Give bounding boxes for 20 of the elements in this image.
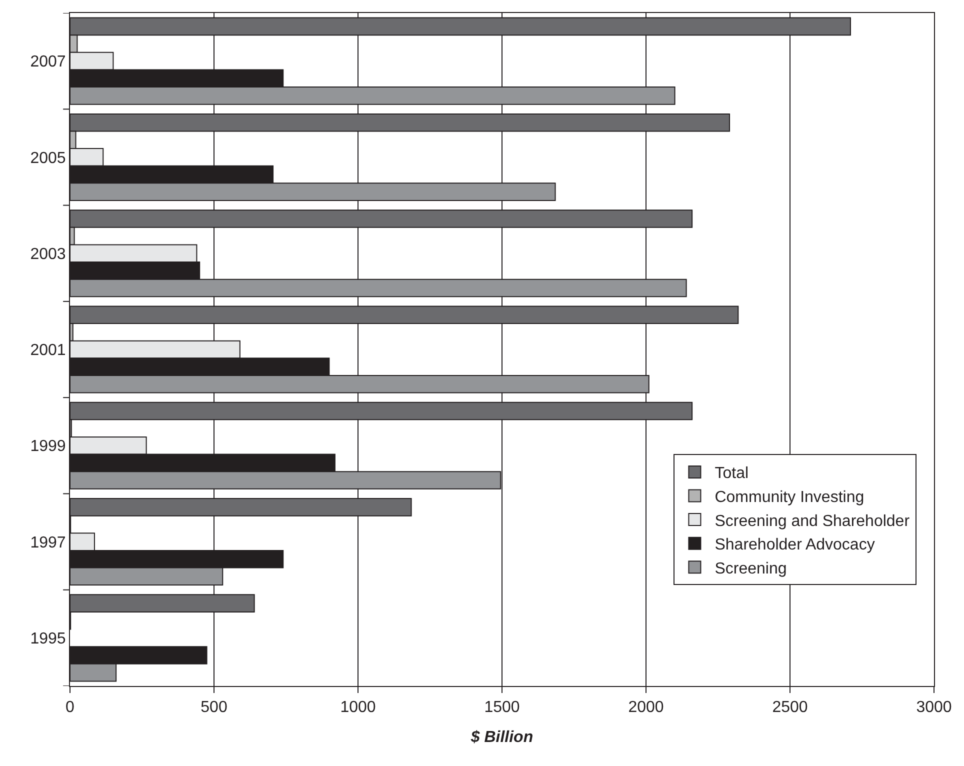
x-tick-label: 2000 (628, 699, 664, 716)
y-tick-label: 1999 (30, 438, 66, 456)
y-tick-label: 1997 (30, 534, 66, 552)
x-tick-label: 0 (66, 699, 75, 716)
x-axis-title: $ Billion (470, 728, 534, 746)
y-tick-label: 1995 (30, 630, 66, 648)
x-tick-label: 500 (200, 699, 228, 716)
y-tick-label: 2005 (30, 150, 66, 167)
legend-label: Screening (714, 560, 787, 578)
legend-label: Total (714, 465, 749, 482)
x-tick-label: 1500 (484, 699, 520, 716)
legend-label: Shareholder Advocacy (714, 536, 875, 554)
y-tick-label: 2001 (30, 342, 66, 360)
x-tick-label: 3000 (916, 699, 952, 716)
y-tick-label: 2003 (30, 246, 66, 263)
y-tick-label: 2007 (30, 54, 66, 71)
legend-label: Screening and Shareholder (714, 512, 910, 530)
x-tick-label: 1000 (340, 699, 376, 716)
x-tick-label: 2500 (772, 699, 808, 716)
legend-label: Community Investing (714, 488, 864, 506)
